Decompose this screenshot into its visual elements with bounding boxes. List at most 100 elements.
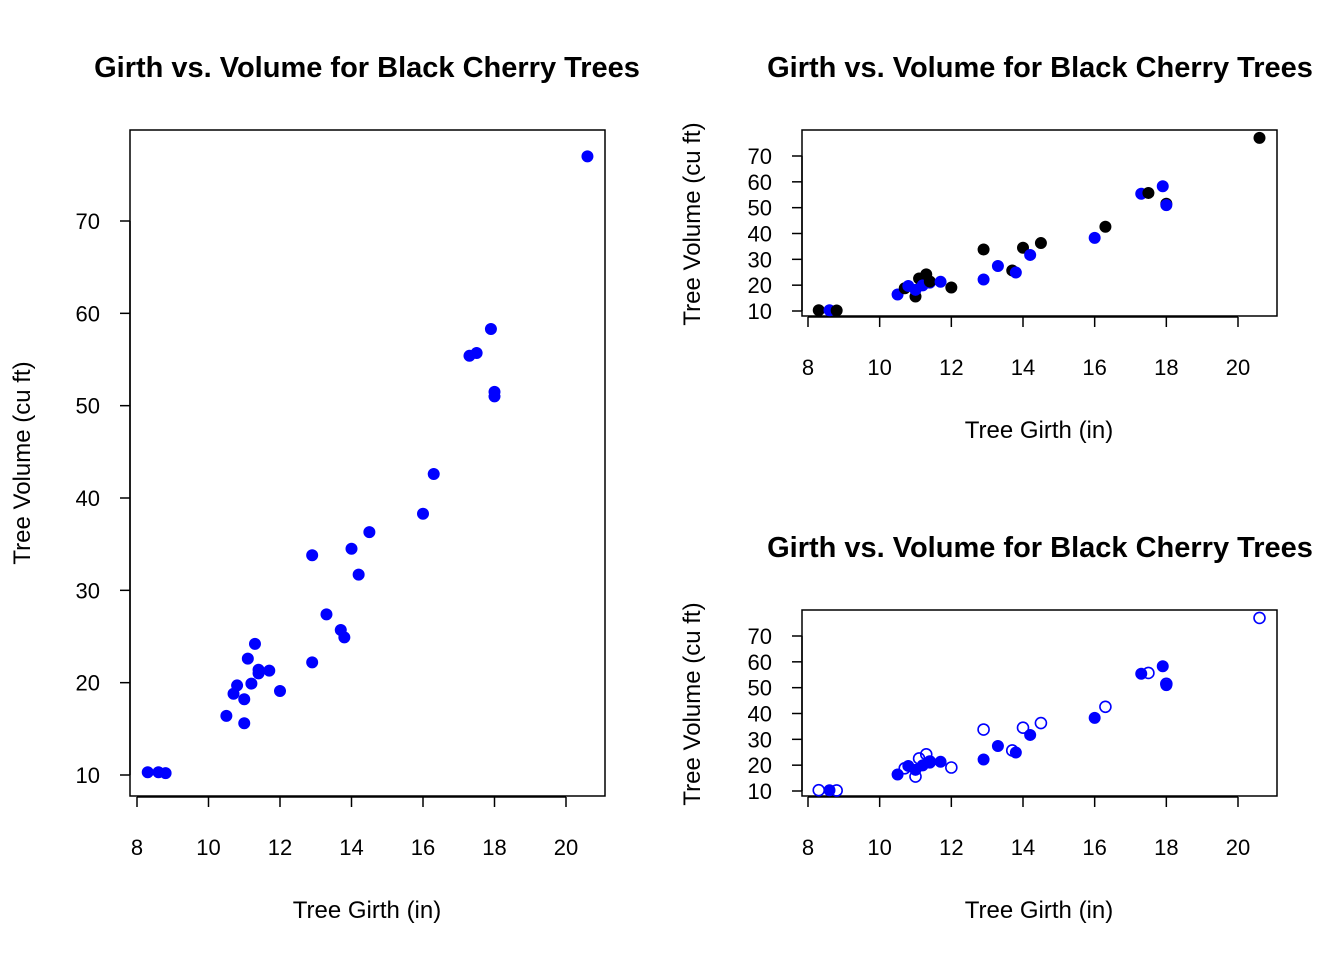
plot-box bbox=[801, 129, 1278, 317]
data-point bbox=[830, 304, 843, 317]
data-point bbox=[891, 768, 904, 781]
data-point bbox=[977, 753, 990, 766]
data-point bbox=[306, 549, 319, 562]
y-tick-label: 60 bbox=[748, 650, 772, 675]
y-axis-label: Tree Volume (cu ft) bbox=[679, 602, 706, 805]
x-tick-label: 12 bbox=[939, 835, 963, 860]
y-tick-label: 10 bbox=[748, 779, 772, 804]
data-point bbox=[141, 766, 154, 779]
y-axis-label: Tree Volume (cu ft) bbox=[9, 361, 36, 564]
y-tick-label: 40 bbox=[76, 486, 100, 511]
data-point bbox=[830, 784, 843, 797]
data-point bbox=[1253, 611, 1266, 625]
scatter-panel-top-right: Girth vs. Volume for Black Cherry Trees … bbox=[679, 52, 1313, 444]
y-tick-label: 70 bbox=[748, 624, 772, 649]
data-point bbox=[1156, 180, 1169, 193]
data-point bbox=[1009, 266, 1022, 279]
data-point bbox=[363, 526, 376, 539]
y-tick-label: 30 bbox=[748, 727, 772, 752]
x-tick-label: 16 bbox=[1082, 355, 1106, 380]
x-tick-label: 20 bbox=[554, 835, 578, 860]
x-tick-label: 12 bbox=[939, 355, 963, 380]
data-point bbox=[1024, 248, 1037, 261]
data-point bbox=[1156, 660, 1169, 673]
y-axis-label: Tree Volume (cu ft) bbox=[679, 122, 706, 325]
x-tick-label: 16 bbox=[411, 835, 435, 860]
x-tick-label: 20 bbox=[1226, 355, 1250, 380]
y-tick-label: 20 bbox=[748, 753, 772, 778]
y-tick-label: 50 bbox=[76, 394, 100, 419]
data-point bbox=[1016, 721, 1030, 735]
x-axis: 8 10 12 14 16 18 20 bbox=[131, 796, 578, 860]
data-point bbox=[1142, 186, 1155, 199]
data-point bbox=[1142, 666, 1155, 680]
y-tick-label: 20 bbox=[76, 671, 100, 696]
chart-title: Girth vs. Volume for Black Cherry Trees bbox=[767, 52, 1313, 84]
data-point bbox=[1034, 237, 1047, 250]
data-point bbox=[581, 150, 594, 163]
x-tick-label: 8 bbox=[131, 835, 143, 860]
data-point bbox=[159, 767, 172, 780]
data-point bbox=[274, 684, 286, 697]
x-tick-label: 20 bbox=[1226, 835, 1250, 860]
data-point bbox=[488, 390, 501, 403]
data-point bbox=[934, 275, 947, 288]
x-tick-label: 14 bbox=[1011, 355, 1035, 380]
data-point bbox=[812, 783, 826, 797]
data-point bbox=[263, 664, 276, 677]
x-tick-label: 8 bbox=[802, 355, 814, 380]
y-tick-label: 10 bbox=[748, 299, 772, 324]
data-points bbox=[812, 611, 1266, 797]
data-point bbox=[1253, 131, 1266, 144]
plot-box bbox=[129, 129, 606, 797]
data-point bbox=[1024, 728, 1037, 741]
data-point bbox=[241, 652, 254, 665]
data-point bbox=[945, 281, 958, 294]
data-point bbox=[1017, 241, 1029, 254]
data-point bbox=[245, 677, 258, 690]
data-point bbox=[338, 631, 351, 644]
data-point bbox=[248, 637, 261, 650]
data-point bbox=[1099, 220, 1112, 233]
y-tick-label: 40 bbox=[748, 702, 772, 727]
data-point bbox=[345, 542, 358, 555]
x-tick-label: 14 bbox=[339, 835, 363, 860]
data-point bbox=[252, 663, 265, 676]
data-points bbox=[812, 131, 1266, 317]
data-point bbox=[470, 347, 483, 360]
scatter-panel-bottom-right: Girth vs. Volume for Black Cherry Trees … bbox=[679, 532, 1313, 924]
chart-title: Girth vs. Volume for Black Cherry Trees bbox=[767, 532, 1313, 564]
y-tick-label: 60 bbox=[748, 170, 772, 195]
data-point bbox=[238, 717, 251, 730]
x-axis-label: Tree Girth (in) bbox=[965, 417, 1113, 444]
y-tick-label: 50 bbox=[748, 196, 772, 221]
x-axis: 8 10 12 14 16 18 20 bbox=[802, 796, 1250, 860]
x-tick-label: 10 bbox=[867, 835, 891, 860]
x-tick-label: 10 bbox=[867, 355, 891, 380]
data-point bbox=[1034, 716, 1048, 730]
data-point bbox=[320, 608, 333, 621]
data-point bbox=[1088, 231, 1101, 244]
data-point bbox=[923, 275, 936, 288]
x-tick-label: 16 bbox=[1082, 835, 1106, 860]
data-point bbox=[306, 656, 319, 669]
x-axis-label: Tree Girth (in) bbox=[965, 897, 1113, 924]
data-point bbox=[977, 723, 990, 736]
chart-title: Girth vs. Volume for Black Cherry Trees bbox=[94, 52, 640, 84]
data-point bbox=[352, 568, 365, 581]
data-point bbox=[1160, 199, 1173, 212]
data-points bbox=[141, 150, 594, 780]
data-point bbox=[1099, 700, 1112, 714]
data-point bbox=[991, 260, 1004, 273]
data-point bbox=[977, 273, 990, 286]
data-point bbox=[231, 679, 244, 692]
data-point bbox=[484, 323, 497, 336]
plot-box bbox=[801, 609, 1278, 797]
x-tick-label: 18 bbox=[482, 835, 506, 860]
x-axis-label: Tree Girth (in) bbox=[293, 897, 441, 924]
data-point bbox=[945, 761, 958, 774]
scatter-panel-left: Girth vs. Volume for Black Cherry Trees … bbox=[9, 52, 640, 924]
y-tick-label: 20 bbox=[748, 273, 772, 298]
